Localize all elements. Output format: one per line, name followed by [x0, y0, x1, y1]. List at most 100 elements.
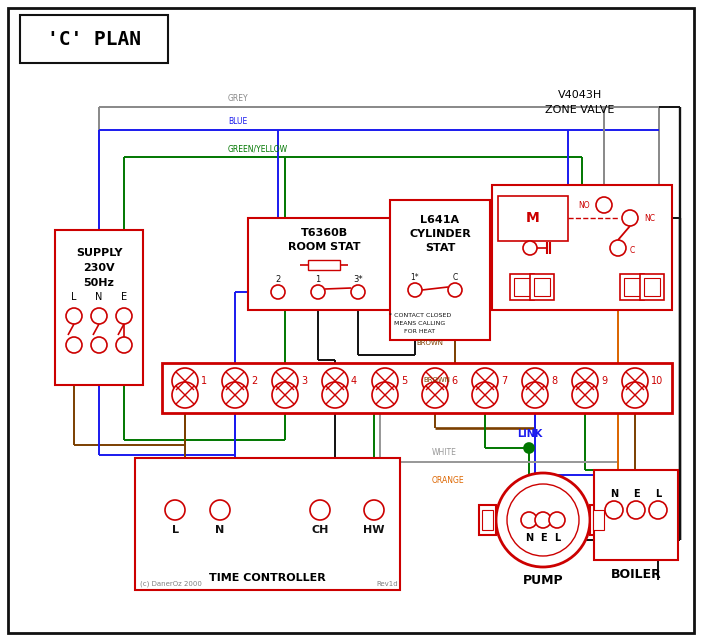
Text: WHITE: WHITE: [432, 448, 457, 457]
Circle shape: [271, 285, 285, 299]
Bar: [492, 185, 672, 310]
Circle shape: [272, 368, 298, 394]
Text: NC: NC: [644, 213, 655, 222]
Text: BROWN: BROWN: [423, 377, 451, 383]
Circle shape: [311, 285, 325, 299]
Circle shape: [521, 512, 537, 528]
Text: M: M: [526, 211, 540, 225]
Circle shape: [422, 368, 448, 394]
Text: 10: 10: [651, 376, 663, 386]
Text: 9: 9: [601, 376, 607, 386]
Circle shape: [408, 283, 422, 297]
Text: CH: CH: [311, 525, 329, 535]
Text: BLUE: BLUE: [228, 117, 247, 126]
Circle shape: [472, 382, 498, 408]
Text: NO: NO: [578, 201, 590, 210]
Text: 6: 6: [451, 376, 457, 386]
Circle shape: [116, 308, 132, 324]
Circle shape: [272, 382, 298, 408]
Circle shape: [507, 484, 579, 556]
Text: ZONE VALVE: ZONE VALVE: [545, 105, 615, 115]
Text: STAT: STAT: [425, 243, 455, 253]
Circle shape: [610, 240, 626, 256]
Circle shape: [372, 368, 398, 394]
Text: 'C' PLAN: 'C' PLAN: [47, 29, 141, 49]
Circle shape: [66, 337, 82, 353]
Text: (c) DanerOz 2000: (c) DanerOz 2000: [140, 581, 202, 587]
Bar: [162, 363, 672, 413]
Text: N: N: [525, 533, 533, 543]
Bar: [644, 278, 660, 296]
Text: N: N: [216, 525, 225, 535]
Text: L641A: L641A: [420, 215, 460, 225]
Text: GREY: GREY: [228, 94, 249, 103]
Text: 1: 1: [315, 274, 321, 283]
Circle shape: [165, 500, 185, 520]
Circle shape: [172, 368, 198, 394]
Text: 8: 8: [551, 376, 557, 386]
Text: 1*: 1*: [411, 272, 419, 281]
Text: T6360B: T6360B: [300, 228, 347, 238]
Text: L: L: [171, 525, 178, 535]
Text: MEANS CALLING: MEANS CALLING: [395, 320, 446, 326]
Circle shape: [535, 512, 551, 528]
Text: 2: 2: [251, 376, 257, 386]
Text: E: E: [633, 489, 640, 499]
Bar: [55, 230, 143, 385]
Circle shape: [310, 500, 330, 520]
Text: C: C: [630, 246, 635, 254]
Circle shape: [649, 501, 667, 519]
Text: TIME CONTROLLER: TIME CONTROLLER: [208, 573, 325, 583]
Text: L: L: [554, 533, 560, 543]
Circle shape: [596, 197, 612, 213]
Circle shape: [322, 368, 348, 394]
Circle shape: [496, 473, 590, 567]
Circle shape: [448, 283, 462, 297]
Circle shape: [222, 382, 248, 408]
Text: 230V: 230V: [84, 263, 115, 273]
Bar: [594, 470, 678, 560]
Bar: [20, 15, 168, 63]
Text: 3*: 3*: [353, 274, 363, 283]
Text: FOR HEAT: FOR HEAT: [404, 328, 435, 333]
Circle shape: [351, 285, 365, 299]
Bar: [640, 274, 664, 300]
Circle shape: [622, 210, 638, 226]
Bar: [479, 505, 496, 535]
Text: 3: 3: [301, 376, 307, 386]
Circle shape: [523, 241, 537, 255]
Text: 50Hz: 50Hz: [84, 278, 114, 288]
Text: 5: 5: [401, 376, 407, 386]
Circle shape: [524, 443, 534, 453]
Circle shape: [472, 368, 498, 394]
Circle shape: [91, 337, 107, 353]
Bar: [308, 260, 340, 270]
Bar: [498, 196, 568, 241]
Circle shape: [91, 308, 107, 324]
Circle shape: [172, 382, 198, 408]
Bar: [390, 200, 490, 340]
Circle shape: [372, 382, 398, 408]
Circle shape: [549, 512, 565, 528]
Circle shape: [210, 500, 230, 520]
Text: LINK: LINK: [517, 429, 543, 439]
Text: PUMP: PUMP: [523, 574, 563, 587]
Text: BOILER: BOILER: [611, 569, 661, 581]
Circle shape: [572, 368, 598, 394]
Text: HW: HW: [363, 525, 385, 535]
Text: N: N: [95, 292, 102, 302]
Bar: [514, 278, 530, 296]
Circle shape: [522, 368, 548, 394]
Circle shape: [622, 382, 648, 408]
Text: CYLINDER: CYLINDER: [409, 229, 471, 239]
Text: N: N: [610, 489, 618, 499]
Circle shape: [572, 382, 598, 408]
Bar: [482, 510, 493, 530]
Circle shape: [364, 500, 384, 520]
Bar: [135, 458, 400, 590]
Circle shape: [222, 368, 248, 394]
Circle shape: [322, 382, 348, 408]
Text: E: E: [540, 533, 546, 543]
Text: 1: 1: [201, 376, 207, 386]
Text: ROOM STAT: ROOM STAT: [288, 242, 360, 252]
